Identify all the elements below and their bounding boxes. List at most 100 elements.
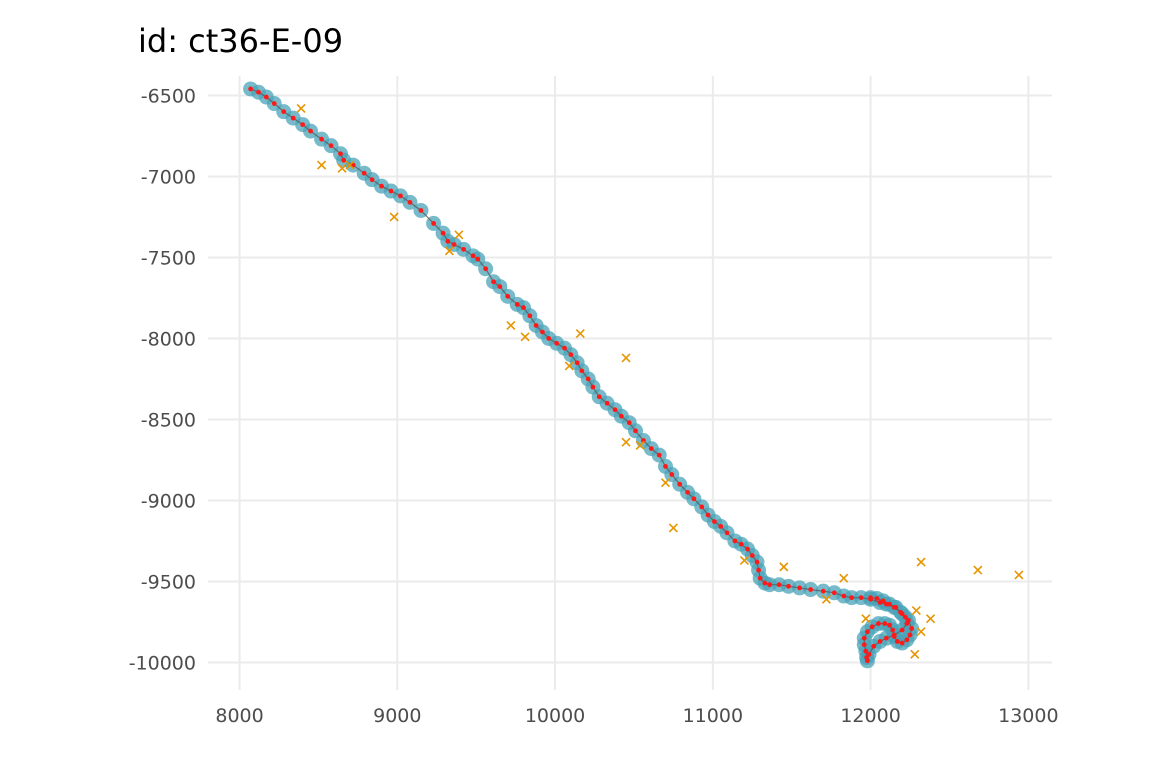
track-point: [858, 595, 864, 601]
track-point: [756, 567, 761, 573]
y-tick-label: -8000: [141, 328, 196, 350]
outlier-point: [660, 478, 671, 488]
track-point: [718, 523, 724, 529]
outlier-point: [779, 562, 789, 572]
track-point: [590, 384, 596, 390]
track-point: [754, 559, 760, 565]
track-point: [256, 89, 261, 95]
track-point: [866, 651, 872, 657]
track-point: [902, 614, 908, 620]
track-point: [527, 313, 533, 319]
outlier-point: [337, 163, 347, 173]
track-point: [338, 151, 343, 157]
track-point: [440, 230, 446, 236]
track-point: [328, 143, 334, 149]
outlier-point: [389, 212, 399, 222]
track-point: [461, 246, 466, 252]
x-tick-label: 12000: [840, 705, 900, 727]
track-point: [308, 128, 313, 134]
outlier-point: [621, 353, 631, 363]
track-point: [899, 640, 905, 646]
track-point: [445, 238, 451, 244]
track-point: [899, 627, 905, 633]
outlier-layer: [296, 103, 1024, 659]
outlier-point: [916, 557, 926, 567]
outlier-point: [444, 246, 454, 256]
track-point: [869, 624, 875, 630]
track-point: [618, 413, 624, 419]
x-tick-label: 10000: [525, 705, 585, 727]
outlier-point: [916, 627, 926, 637]
track-point: [361, 170, 367, 176]
track-point: [263, 94, 269, 100]
outlier-point: [621, 437, 631, 447]
track-point: [407, 199, 413, 205]
track-point: [585, 376, 591, 382]
track-point: [732, 538, 738, 544]
track-point: [831, 590, 837, 596]
outlier-point: [973, 565, 983, 575]
chart-title: id: ct36-E-09: [138, 22, 344, 60]
track-point: [871, 643, 877, 649]
track-point: [849, 595, 855, 601]
track-line: [250, 88, 913, 661]
track-point: [633, 428, 638, 434]
track-point: [893, 604, 899, 610]
outlier-point: [739, 555, 749, 565]
outlier-point: [1014, 570, 1024, 580]
track-point: [767, 582, 773, 588]
track-point: [341, 157, 347, 163]
track-point: [568, 352, 574, 358]
outlier-point: [910, 649, 920, 659]
track-point: [596, 394, 602, 400]
track-point: [699, 504, 705, 510]
track-point: [281, 109, 287, 115]
y-tick-label: -10000: [129, 652, 196, 674]
track-point: [604, 400, 610, 406]
x-tick-label: 11000: [683, 705, 743, 727]
track-point: [641, 438, 646, 443]
track-point: [776, 582, 782, 588]
track-point: [841, 593, 847, 599]
outlier-point: [668, 523, 678, 533]
x-tick-label: 9000: [373, 705, 421, 727]
track-point: [669, 472, 675, 477]
track-point: [491, 279, 496, 285]
track-point: [418, 208, 424, 213]
outlier-point: [345, 160, 355, 170]
y-tick-label: -9500: [141, 571, 196, 593]
track-point: [521, 305, 526, 311]
track-point: [677, 481, 683, 487]
outlier-point: [575, 329, 585, 339]
track-point: [898, 609, 903, 615]
track-point: [379, 183, 384, 189]
track-point: [797, 585, 802, 591]
x-tick-label: 13000: [998, 705, 1058, 727]
track-point: [808, 587, 814, 592]
track-point: [656, 452, 662, 458]
x-tick-label: 8000: [215, 705, 263, 727]
grid-layer: [208, 76, 1052, 690]
outlier-point: [506, 320, 516, 331]
track-point: [475, 256, 481, 262]
track-point: [431, 221, 436, 226]
track-point: [626, 420, 632, 426]
track-point: [648, 446, 654, 452]
track-point: [865, 629, 870, 635]
track-point: [612, 407, 618, 413]
track-point: [904, 621, 910, 626]
track-point: [712, 519, 717, 524]
track-point: [369, 177, 375, 183]
outlier-point: [635, 440, 645, 450]
track-point: [863, 648, 869, 654]
track-point: [574, 360, 580, 366]
y-tick-label: -9000: [141, 490, 196, 512]
track-point: [874, 596, 880, 601]
track-point: [483, 266, 489, 272]
track-layer: [243, 81, 920, 669]
track-point: [685, 489, 690, 495]
outlier-point: [520, 332, 530, 342]
outlier-point: [564, 361, 574, 371]
track-point: [290, 115, 296, 121]
